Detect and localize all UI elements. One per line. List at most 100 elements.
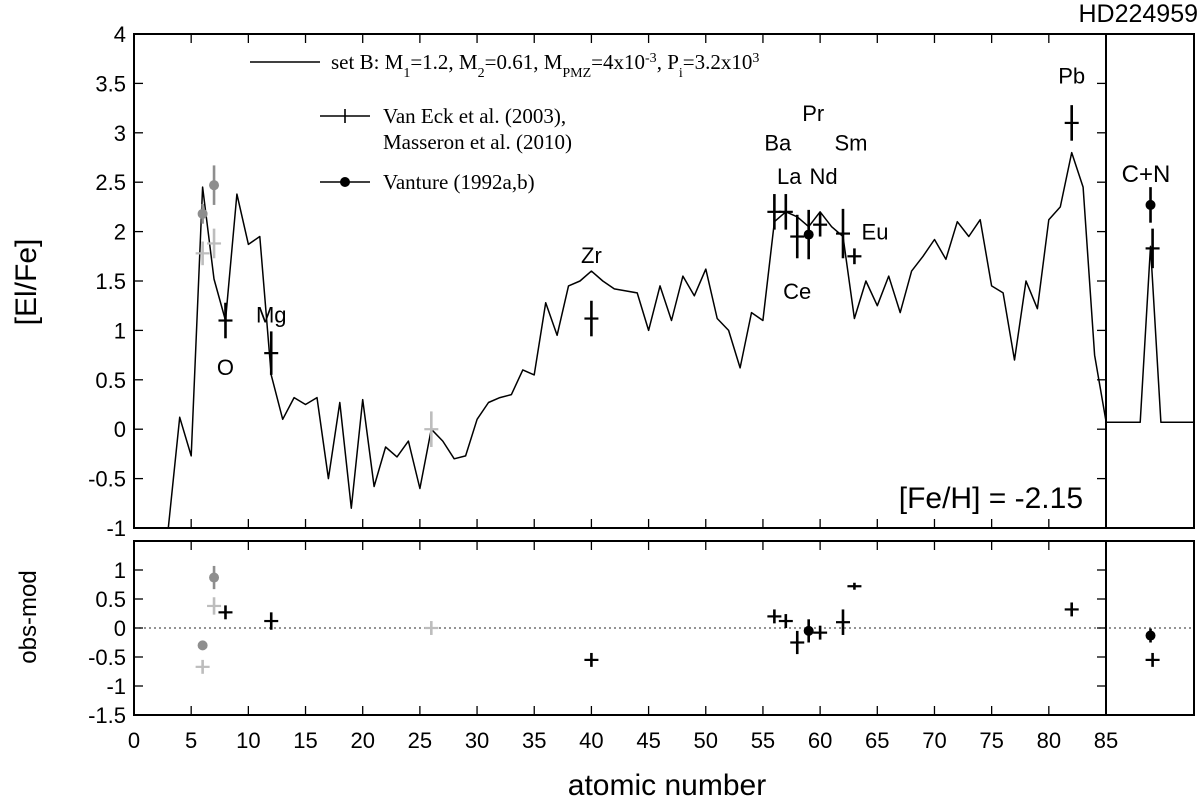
legend-circle-marker <box>320 177 370 187</box>
res-y-tick-label: -1.5 <box>88 703 126 728</box>
res-obs-circle-point-marker <box>803 625 814 636</box>
res-obs-plus-point <box>778 614 793 628</box>
axis-labels: HD224959 [El/Fe] obs-mod atomic number [… <box>10 0 1198 802</box>
x-tick-label: 20 <box>350 728 374 753</box>
x-tick-label: 15 <box>293 728 317 753</box>
res-obs-plus-point <box>790 630 805 655</box>
legend: set B: M1=1.2, M2=0.61, MPMZ=4x10-3, Pi=… <box>250 50 759 194</box>
x-tick-label: 80 <box>1037 728 1061 753</box>
res-obs-plus-point <box>1064 602 1079 617</box>
main-frame <box>133 33 1107 529</box>
model-line-group <box>167 151 1106 528</box>
res-obs-plus-point <box>584 652 599 667</box>
y-tick-label: -1 <box>106 516 126 541</box>
cn-obs-plus-point <box>1145 228 1160 269</box>
obs-plus-point <box>790 214 805 259</box>
res-y-tick-label: -0.5 <box>88 645 126 670</box>
res-obs-plus-point <box>835 609 850 635</box>
y-tick-label: 0 <box>114 417 126 442</box>
res-obs-circle-point-marker <box>209 572 220 583</box>
obs-plus-point <box>847 248 862 265</box>
x-tick-label: 50 <box>694 728 718 753</box>
cn-obs-circle-point <box>1145 187 1156 223</box>
x-tick-label: 75 <box>979 728 1003 753</box>
obs-circle-point <box>197 203 208 224</box>
cn-panel <box>1105 33 1195 529</box>
res-obs-plus-point <box>195 659 210 674</box>
cnres-obs-circle-point <box>1145 628 1156 643</box>
element-label-mg: Mg <box>256 302 287 327</box>
residual-y-axis-title: obs-mod <box>15 570 42 663</box>
obs-plus-point <box>264 331 279 375</box>
res-obs-plus-point <box>264 612 279 630</box>
obs-plus-point <box>778 194 793 230</box>
y-tick-label: -0.5 <box>88 467 126 492</box>
res-y-tick-label: -1 <box>106 674 126 699</box>
residual-panel: 10.50-0.5-1-1.50 5 10 15 20 25 30 35 40 45 50 55 60 6… <box>88 540 1194 753</box>
res-obs-circle-point-marker <box>197 640 208 651</box>
obs-plus-point <box>835 208 850 259</box>
obs-plus-point <box>813 212 828 237</box>
x-tick-label: 35 <box>522 728 546 753</box>
res-y-tick-label: 0.5 <box>95 587 126 612</box>
x-tick-label: 45 <box>636 728 660 753</box>
cn-model-line <box>1107 245 1193 424</box>
res-obs-plus-point <box>424 621 439 635</box>
res-y-tick-label: 1 <box>114 558 126 583</box>
res-obs-circle-point <box>803 619 814 643</box>
y-tick-label: 1.5 <box>95 269 126 294</box>
x-tick-label: 25 <box>408 728 432 753</box>
res-obs-plus-point <box>847 582 862 590</box>
obs-plus-point <box>424 411 439 447</box>
element-label-sm: Sm <box>834 131 867 156</box>
chart-title: HD224959 <box>1078 0 1198 28</box>
res-obs-plus-point <box>207 597 222 615</box>
x-tick-label: 40 <box>579 728 603 753</box>
y-tick-label: 1 <box>114 318 126 343</box>
legend-model-label: set B: M1=1.2, M2=0.61, MPMZ=4x10-3, Pi=… <box>331 50 759 81</box>
cnres-obs-plus-point <box>1145 652 1160 667</box>
main-abundance-panel: O Mg Zr Ba La Pr Nd Sm Ce Eu Pb 4 3.5 3 2.5 2 1.5 1 0.5 0 -0… <box>88 22 1107 541</box>
element-label-la: La <box>777 164 802 189</box>
cn-residual-frame <box>1105 540 1195 716</box>
element-label-nd: Nd <box>809 164 837 189</box>
element-label-pb: Pb <box>1058 63 1085 88</box>
obs-plus-point <box>195 241 210 266</box>
cn-obs-circle-point-marker <box>1145 199 1156 210</box>
y-tick-label: 0.5 <box>95 368 126 393</box>
cn-frame <box>1105 33 1195 529</box>
x-tick-label: 85 <box>1094 728 1118 753</box>
x-tick-label: 65 <box>865 728 889 753</box>
y-tick-label: 3.5 <box>95 71 126 96</box>
element-label-ba: Ba <box>764 131 792 156</box>
obs-circle-point <box>209 165 220 205</box>
obs-circle-point <box>803 209 814 260</box>
legend-obs2-label: Vanture (1992a,b) <box>383 170 535 194</box>
x-tick-label: 5 <box>185 728 197 753</box>
y-tick-label: 3 <box>114 121 126 146</box>
res-obs-circle-point <box>197 640 208 651</box>
x-tick-label: 60 <box>808 728 832 753</box>
metallicity-annotation: [Fe/H] = -2.15 <box>899 482 1083 515</box>
cn-label: C+N <box>1122 161 1171 188</box>
y-tick-label: 4 <box>114 22 126 47</box>
element-label-zr: Zr <box>581 243 602 268</box>
res-obs-plus-point <box>767 609 782 624</box>
res-obs-plus-point <box>218 605 233 620</box>
x-tick-label: 30 <box>465 728 489 753</box>
element-label-pr: Pr <box>802 101 824 126</box>
obs-circle-point-marker <box>197 208 208 219</box>
x-tick-label: 70 <box>922 728 946 753</box>
res-obs-circle-point <box>209 565 220 590</box>
obs-circle-point-marker <box>803 229 814 240</box>
element-label-o: O <box>217 355 234 380</box>
element-label-ce: Ce <box>783 279 811 304</box>
obs-circle-point-marker <box>209 180 220 191</box>
y-axis-title: [El/Fe] <box>10 239 43 326</box>
model-line <box>167 151 1106 528</box>
res-y-tick-label: 0 <box>114 616 126 641</box>
obs-plus-point <box>218 302 233 339</box>
element-label-eu: Eu <box>862 220 889 245</box>
x-tick-label: 0 <box>128 728 140 753</box>
